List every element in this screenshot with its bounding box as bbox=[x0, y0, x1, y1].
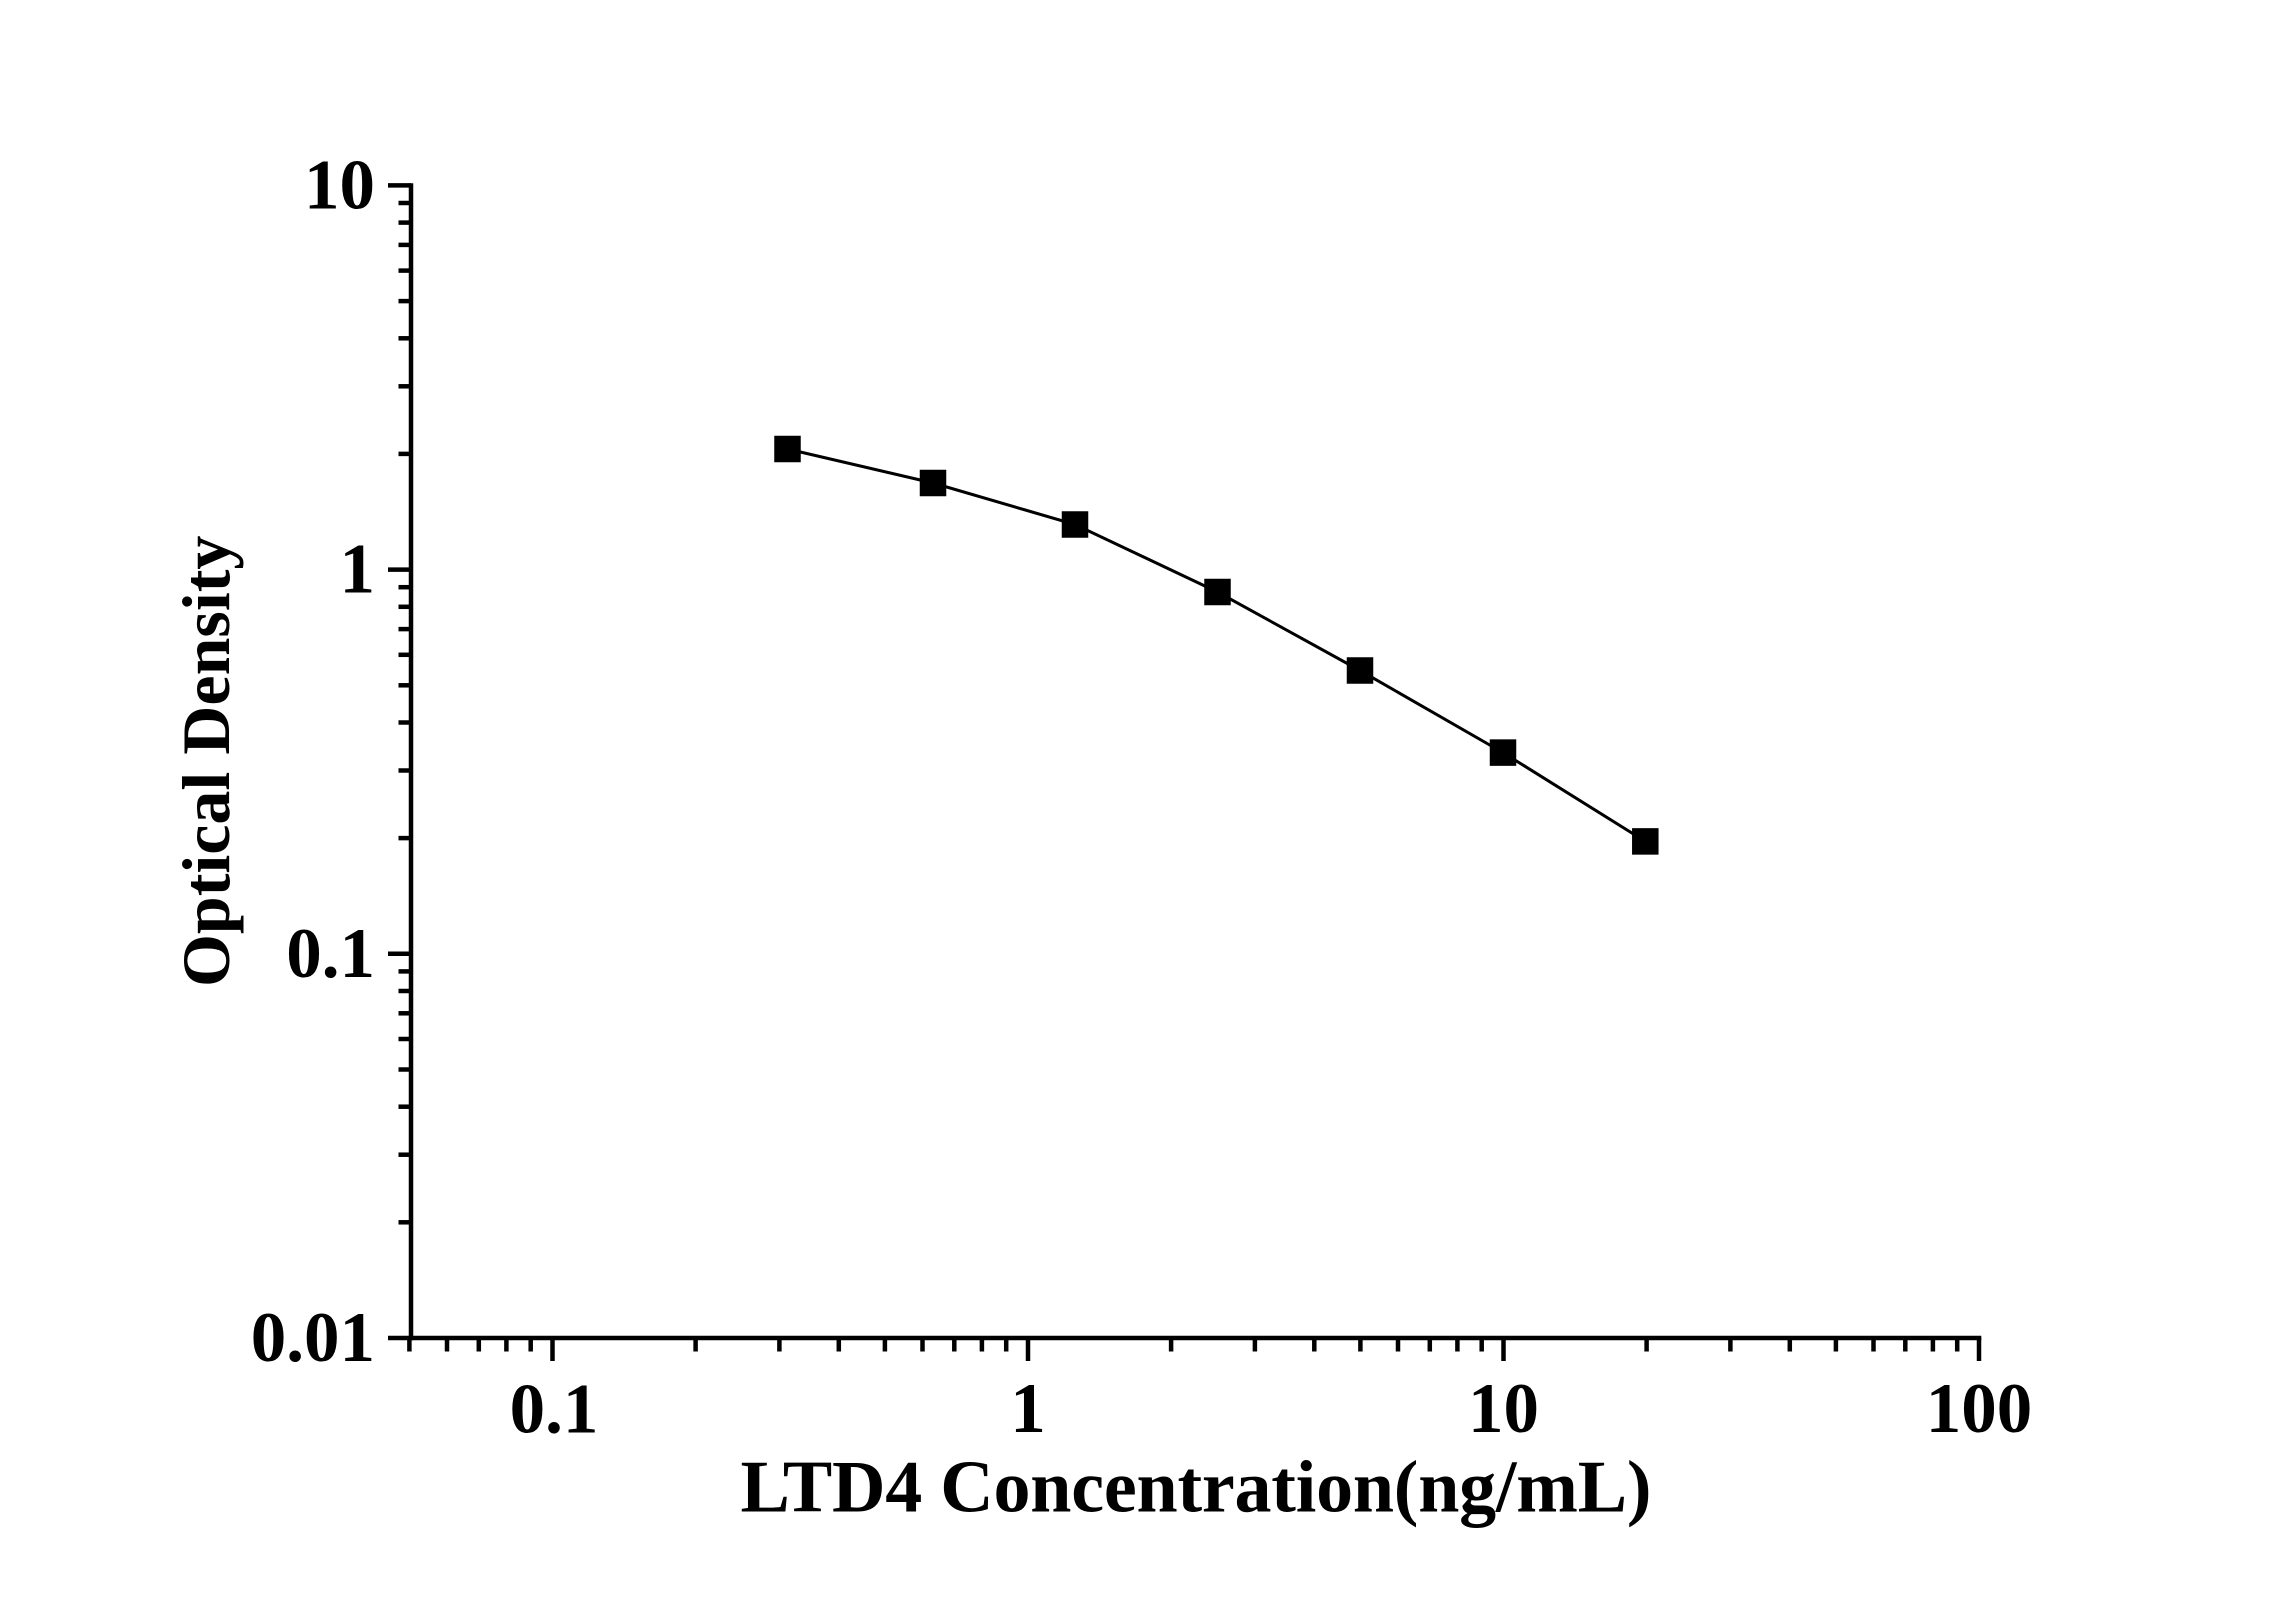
svg-text:10: 10 bbox=[304, 147, 375, 225]
svg-text:100: 100 bbox=[1926, 1370, 2033, 1448]
svg-text:1: 1 bbox=[1010, 1370, 1046, 1448]
svg-text:1: 1 bbox=[340, 531, 376, 609]
svg-text:Optical Density: Optical Density bbox=[168, 536, 244, 987]
svg-text:0.1: 0.1 bbox=[510, 1371, 599, 1449]
svg-text:LTD4 Concentration(ng/mL): LTD4 Concentration(ng/mL) bbox=[741, 1447, 1652, 1529]
svg-text:0.1: 0.1 bbox=[286, 915, 375, 993]
svg-text:10: 10 bbox=[1468, 1370, 1539, 1448]
svg-text:0.01: 0.01 bbox=[251, 1299, 375, 1377]
